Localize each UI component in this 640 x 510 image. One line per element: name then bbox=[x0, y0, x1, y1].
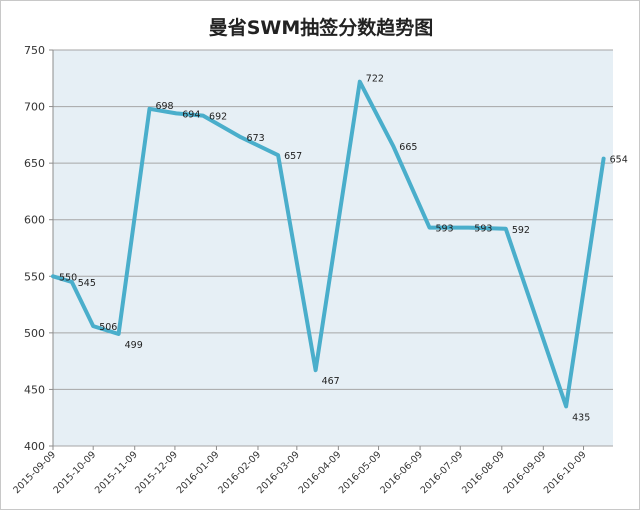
data-label: 657 bbox=[284, 151, 302, 162]
x-tick-label: 2016-08-09 bbox=[460, 449, 507, 496]
y-tick-label: 400 bbox=[24, 440, 45, 453]
y-tick-label: 550 bbox=[24, 270, 45, 283]
data-label: 545 bbox=[78, 278, 96, 289]
x-tick-label: 2016-05-09 bbox=[337, 449, 384, 496]
data-label: 698 bbox=[155, 101, 173, 112]
data-label: 654 bbox=[610, 155, 628, 166]
x-tick-label: 2015-12-09 bbox=[133, 449, 180, 496]
data-label: 506 bbox=[99, 322, 117, 333]
x-axis: 2015-09-092015-10-092015-11-092015-12-09… bbox=[11, 446, 589, 496]
gridlines bbox=[53, 49, 613, 447]
data-label: 673 bbox=[247, 133, 265, 144]
y-tick-label: 650 bbox=[24, 157, 45, 170]
y-tick-label: 500 bbox=[24, 327, 45, 340]
data-label: 499 bbox=[125, 340, 143, 351]
data-label: 435 bbox=[572, 412, 590, 423]
x-tick-label: 2016-01-09 bbox=[175, 449, 222, 496]
data-label: 593 bbox=[435, 224, 453, 235]
data-label: 692 bbox=[209, 112, 227, 123]
chart-title: 曼省SWM抽签分数趋势图 bbox=[208, 17, 434, 39]
series-line bbox=[51, 79, 606, 409]
x-tick-label: 2015-10-09 bbox=[51, 449, 98, 496]
data-label: 550 bbox=[59, 272, 77, 283]
data-label: 665 bbox=[399, 142, 417, 153]
data-label: 593 bbox=[474, 224, 492, 235]
y-tick-label: 750 bbox=[24, 44, 45, 57]
y-tick-label: 700 bbox=[24, 101, 45, 114]
x-tick-label: 2016-07-09 bbox=[419, 449, 466, 496]
y-tick-label: 600 bbox=[24, 214, 45, 227]
y-axis: 400 450 500 550 600 650 700 750 bbox=[24, 44, 54, 453]
y-tick-label: 450 bbox=[24, 383, 45, 396]
data-label: 592 bbox=[512, 225, 530, 236]
x-tick-label: 2016-10-09 bbox=[542, 449, 589, 496]
data-label: 467 bbox=[322, 376, 340, 387]
data-label: 722 bbox=[366, 74, 384, 85]
data-label: 694 bbox=[182, 109, 200, 120]
